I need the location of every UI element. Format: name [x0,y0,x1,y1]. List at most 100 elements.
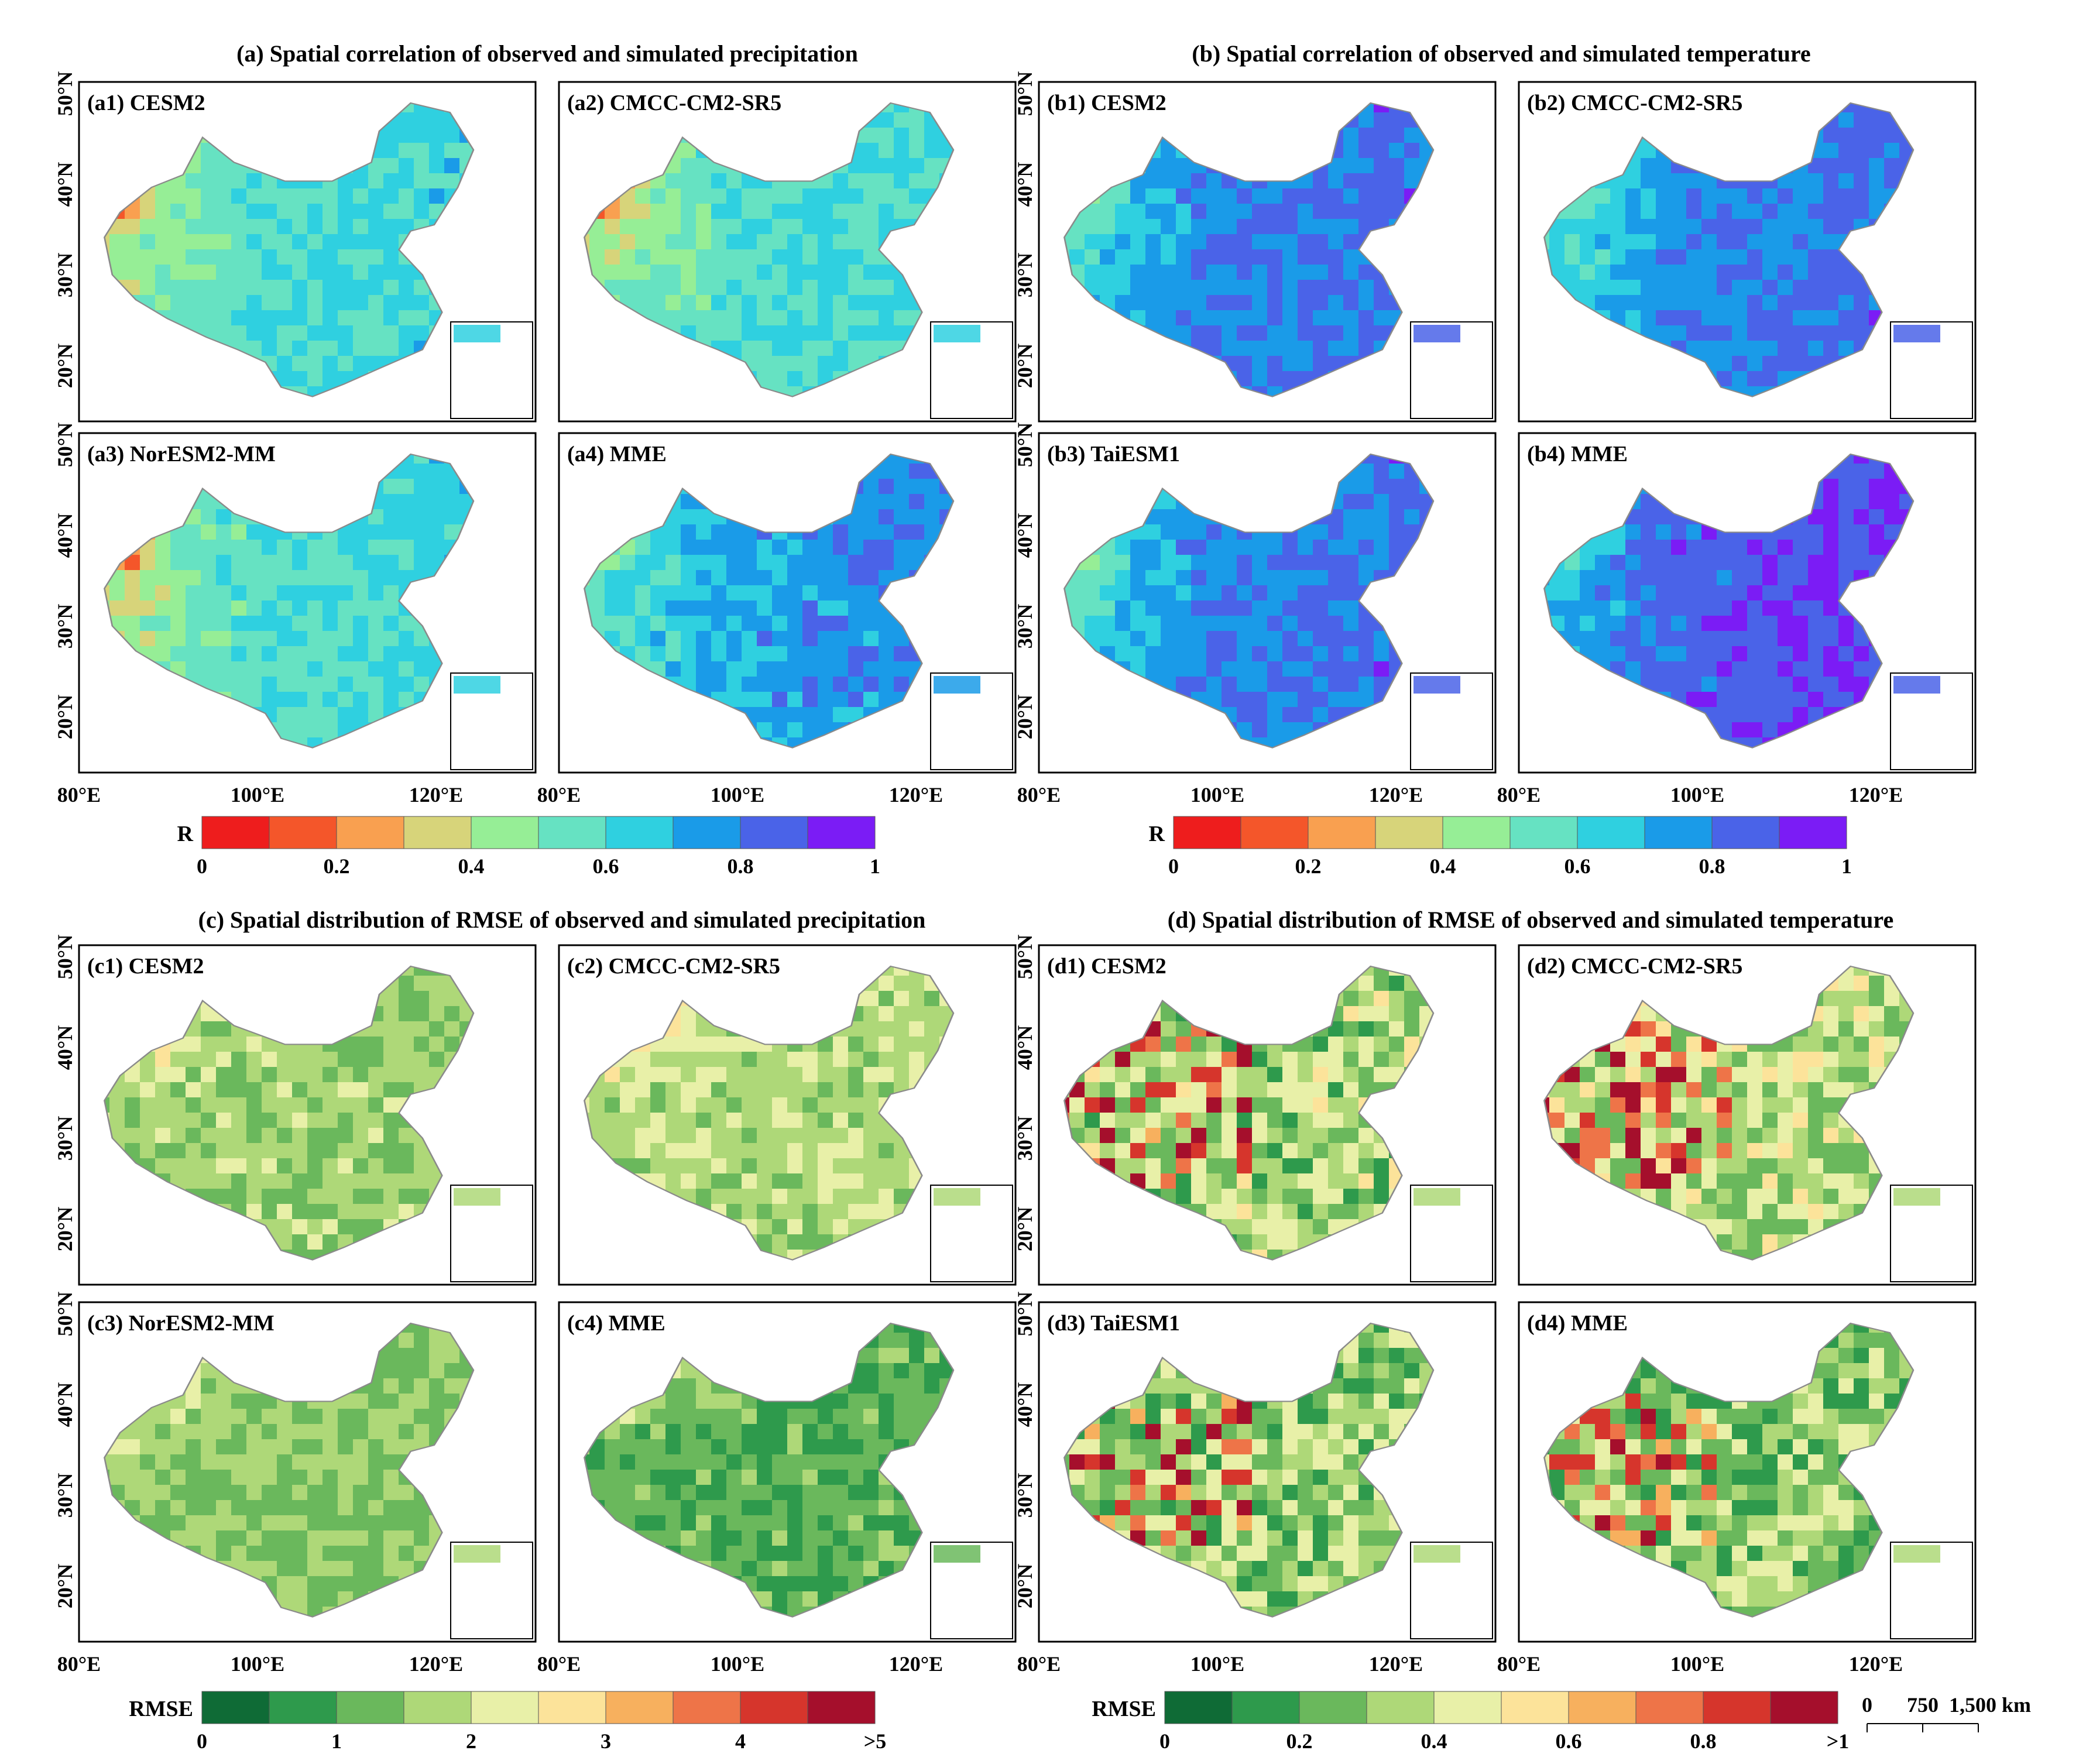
colorbar-tick: >5 [864,1729,887,1753]
colorbar-title: R [177,822,194,846]
lat-label: 40°N [1013,1025,1037,1070]
map-panel-d2: (d2) CMCC-CM2-SR5 [1519,945,1975,1295]
lat-label: 30°N [1013,253,1037,297]
map-panel-a1: (a1) CESM2 [79,82,536,432]
lat-label: 50°N [53,423,77,467]
colorbar-tick: 0.8 [1690,1729,1717,1753]
colorbar-swatch [807,816,876,849]
lat-label: 40°N [53,513,77,558]
colorbar-tick: >1 [1827,1729,1850,1753]
colorbar-tick: 0.4 [458,854,485,878]
lon-label: 120°E [409,783,463,807]
colorbar-swatch [673,816,741,849]
lat-label: 20°N [1013,695,1037,739]
colorbar-tick: 1 [331,1729,342,1753]
lat-label: 50°N [53,71,77,116]
colorbar-tick: 0 [1159,1729,1170,1753]
lon-label: 100°E [711,1652,764,1676]
colorbar-swatch [538,816,606,849]
colorbar-swatch [1231,1691,1300,1724]
lon-label: 120°E [1369,1652,1423,1676]
map-panel-a3: (a3) NorESM2-MM [79,433,536,783]
panel-label-c4: (c4) MME [567,1311,665,1336]
lon-label: 80°E [537,783,581,807]
lon-label: 80°E [537,1652,581,1676]
colorbar-tick: 1 [870,854,880,878]
map-panel-b1: (b1) CESM2 [1039,82,1495,432]
lon-label: 120°E [409,1652,463,1676]
panel-label-b4: (b4) MME [1527,442,1628,466]
panel-label-c2: (c2) CMCC-CM2-SR5 [567,954,780,979]
colorbar-swatch [740,816,808,849]
lon-label: 100°E [1670,783,1724,807]
lon-label: 80°E [1017,783,1061,807]
lon-label: 120°E [889,1652,943,1676]
colorbar-title: R [1149,822,1165,846]
lon-label: 120°E [889,783,943,807]
colorbar-a: R0 0.2 0.4 0.6 0.8 1 [177,816,880,878]
section-title-a: (a) Spatial correlation of observed and … [236,40,858,67]
lon-label: 100°E [231,1652,284,1676]
lon-label: 120°E [1849,783,1903,807]
colorbar-swatch [1577,816,1645,849]
panel-label-d4: (d4) MME [1527,1311,1628,1336]
colorbar-tick: 0 [197,1729,207,1753]
colorbar-tick: 0.2 [1286,1729,1313,1753]
map-panel-a2: (a2) CMCC-CM2-SR5 [559,82,1015,432]
lat-label: 50°N [1013,71,1037,116]
lat-label: 20°N [53,1564,77,1608]
colorbar-swatch [336,1691,404,1724]
colorbar-tick: 0 [1168,854,1179,878]
panel-label-d2: (d2) CMCC-CM2-SR5 [1527,954,1742,979]
colorbar-swatch [1366,1691,1435,1724]
colorbar-tick: 0.6 [1564,854,1591,878]
colorbar-swatch [201,1691,270,1724]
panel-label-c1: (c1) CESM2 [87,954,204,979]
colorbar-swatch [403,816,472,849]
lat-label: 20°N [1013,1207,1037,1251]
colorbar-swatch [1173,816,1241,849]
panel-label-a4: (a4) MME [567,442,667,466]
map-panel-c3: (c3) NorESM2-MM [79,1302,536,1652]
lat-label: 30°N [1013,1473,1037,1518]
colorbar-swatch [1635,1691,1704,1724]
lon-label: 100°E [711,783,764,807]
colorbar-swatch [1644,816,1713,849]
colorbar-tick: 4 [735,1729,746,1753]
lat-label: 50°N [53,935,77,979]
colorbar-swatch [336,816,404,849]
colorbar-tick: 0.8 [728,854,754,878]
lat-label: 30°N [53,1473,77,1518]
colorbar-swatch [1509,816,1578,849]
panel-label-a3: (a3) NorESM2-MM [87,442,276,466]
colorbar-swatch [673,1691,741,1724]
panel-label-a2: (a2) CMCC-CM2-SR5 [567,91,781,115]
colorbar-tick: 0.8 [1699,854,1725,878]
colorbar-swatch [538,1691,606,1724]
scale-label-1500: 1,500 km [1949,1693,2031,1717]
lon-label: 120°E [1369,783,1423,807]
colorbar-tick: 2 [466,1729,476,1753]
colorbar-swatch [740,1691,808,1724]
colorbar-tick: 1 [1841,854,1852,878]
lat-label: 20°N [53,695,77,739]
colorbar-tick: 3 [601,1729,611,1753]
lon-label: 80°E [57,783,101,807]
lat-label: 20°N [53,1207,77,1251]
lon-label: 80°E [1497,1652,1541,1676]
map-panel-a4: (a4) MME [559,433,1015,783]
colorbar-swatch [471,1691,539,1724]
lon-label: 80°E [1017,1652,1061,1676]
lon-label: 80°E [57,1652,101,1676]
colorbar-tick: 0.2 [1295,854,1322,878]
scale-label-750: 750 [1907,1693,1939,1717]
colorbar-swatch [1433,1691,1502,1724]
map-panel-b3: (b3) TaiESM1 [1039,433,1495,783]
lat-label: 50°N [1013,423,1037,467]
lat-label: 40°N [53,162,77,207]
lat-label: 30°N [53,253,77,297]
lat-label: 50°N [53,1292,77,1336]
panel-label-c3: (c3) NorESM2-MM [87,1311,275,1336]
lon-label: 80°E [1497,783,1541,807]
